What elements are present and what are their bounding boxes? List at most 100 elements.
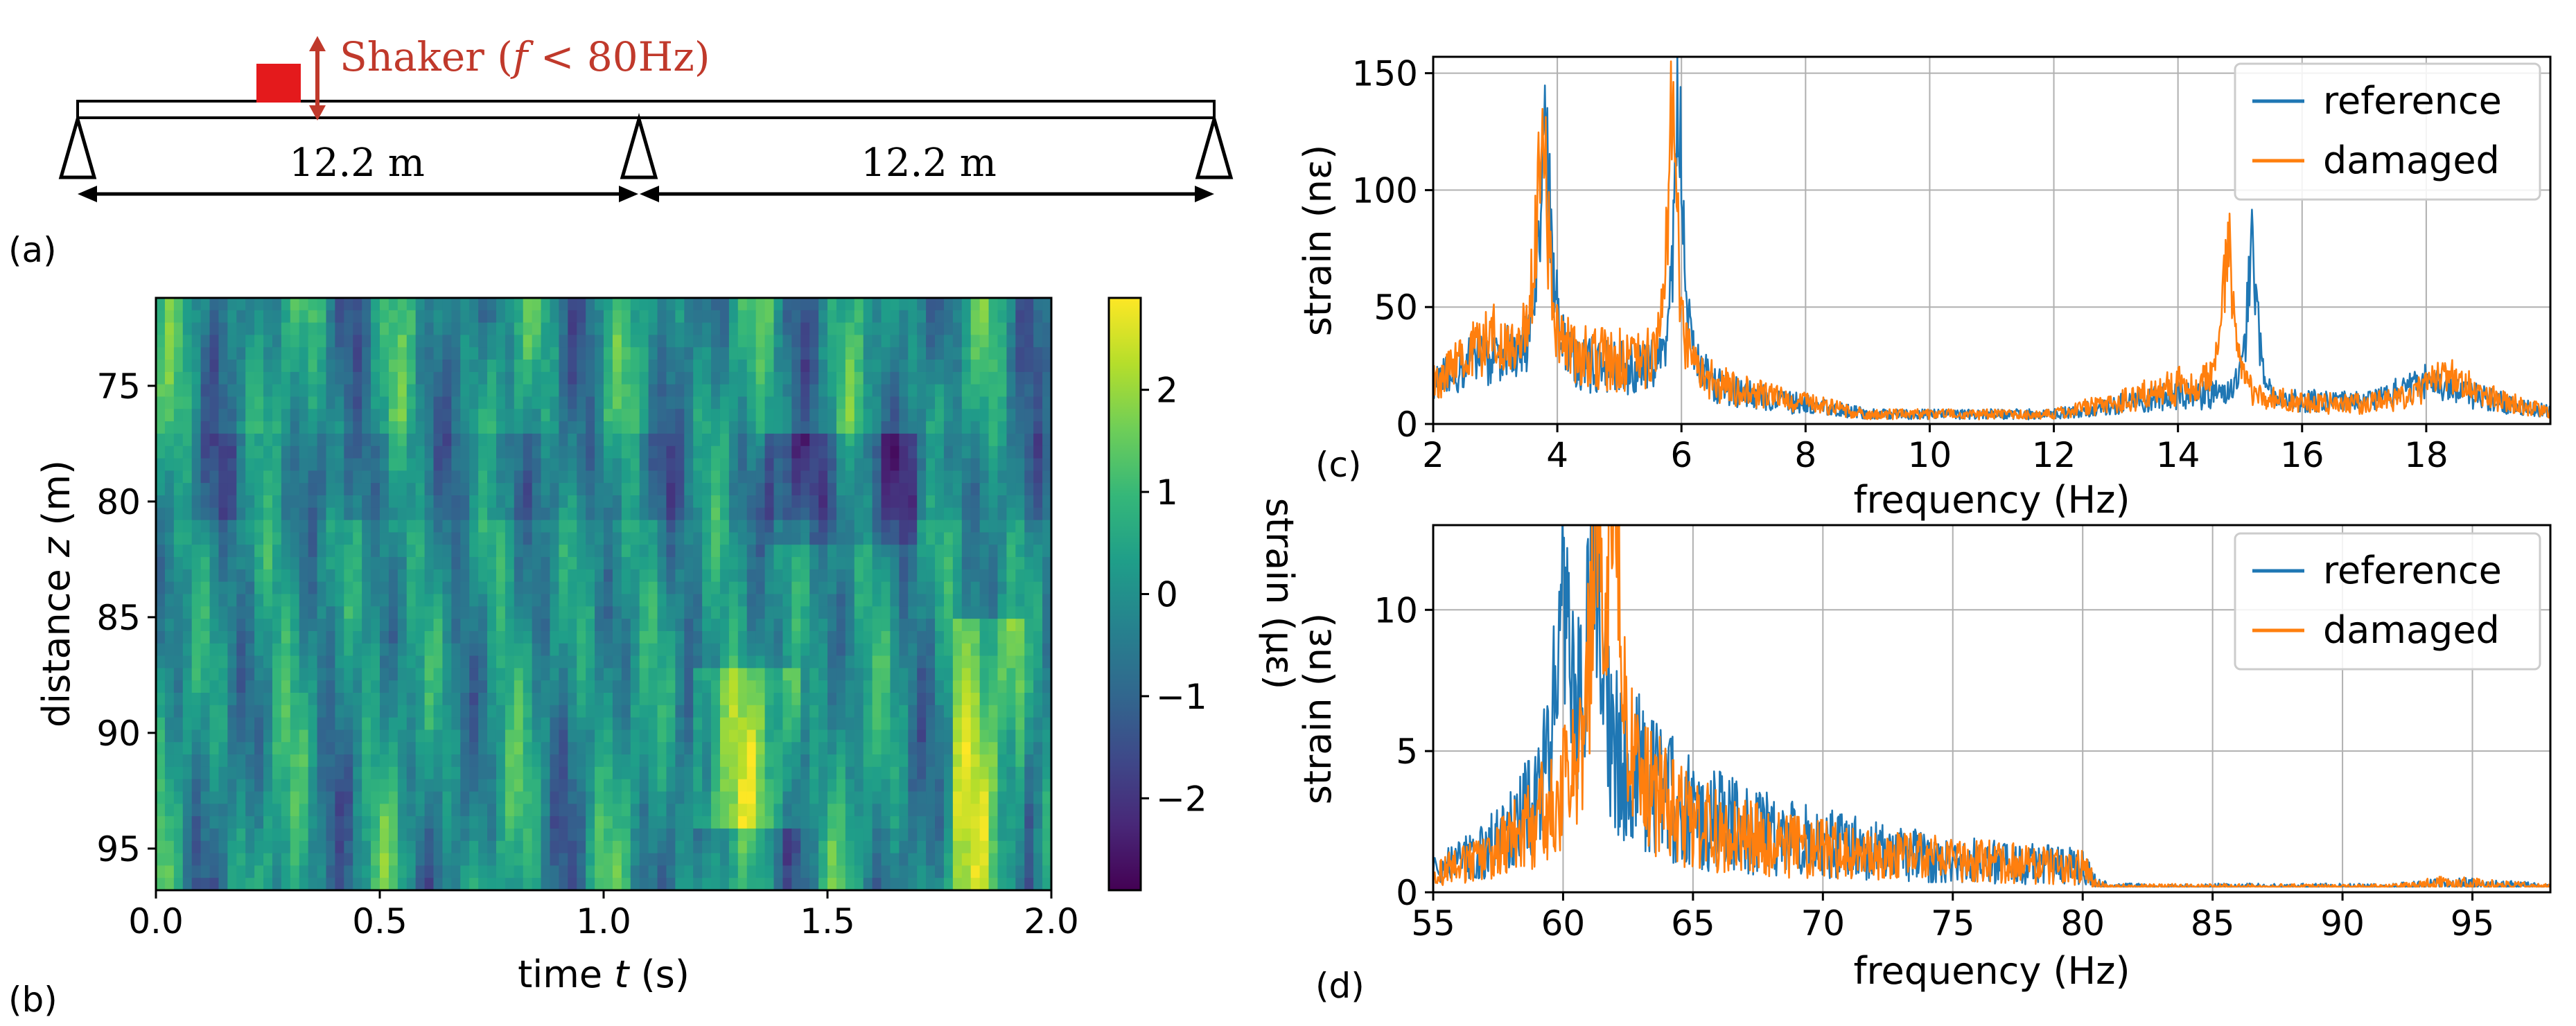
heatmap-cell [317,384,327,398]
heatmap-cell [254,532,264,545]
heatmap-cell [863,347,873,360]
heatmap-cell [550,532,559,545]
heatmap-cell [657,754,667,768]
heatmap-cell [845,581,855,595]
heatmap-cell [559,569,568,583]
heatmap-cell [845,766,855,780]
heatmap-cell [675,445,685,459]
heatmap-cell [362,360,371,373]
heatmap-cell [254,828,264,842]
heatmap-cell [791,557,801,570]
heatmap-cell [406,643,417,657]
heatmap-cell [943,828,954,842]
heatmap-cell [684,581,694,595]
heatmap-cell [541,680,551,693]
heatmap-cell [200,766,211,780]
heatmap-cell [648,371,658,385]
heatmap-cell [469,310,479,324]
heatmap-cell [988,619,999,632]
heatmap-cell [442,766,452,780]
heatmap-cell [719,371,730,385]
heatmap-cell [415,483,426,496]
heatmap-cell [191,458,202,471]
heatmap-cell [299,680,309,693]
heatmap-cell [371,853,380,866]
heatmap-cell [755,433,766,447]
heatmap-cell [541,458,551,471]
heatmap-cell [917,668,927,681]
heatmap-cell [693,470,703,484]
heatmap-cell [1006,705,1016,718]
heatmap-cell [666,705,676,718]
heatmap-cell [1024,668,1034,681]
heatmap-cell [245,507,255,521]
heatmap-cell [684,532,694,545]
heatmap-cell [899,322,909,336]
heatmap-cell [782,606,792,619]
heatmap-cell [317,298,327,311]
heatmap-cell [460,804,470,817]
heatmap-cell [406,322,417,336]
heatmap-cell [254,655,264,669]
heatmap-cell [764,458,775,471]
heatmap-cell [469,520,479,533]
heatmap-cell [1024,804,1034,817]
heatmap-cell [595,310,604,324]
heatmap-cell [854,705,864,718]
heatmap-cell [1033,655,1043,669]
heatmap-cell [442,729,452,743]
heatmap-cell [943,557,954,570]
heatmap-cell [353,754,362,768]
heatmap-cell [612,619,622,632]
heatmap-cell [612,729,622,743]
heatmap-cell [442,532,452,545]
heatmap-cell [577,520,586,533]
heatmap-cell [218,298,228,311]
heatmap-cell [809,668,819,681]
heatmap-cell [917,643,927,657]
heatmap-cell [675,557,685,570]
heatmap-cell [433,335,444,348]
heatmap-cell [737,705,748,718]
heatmap-cell [496,335,506,348]
heatmap-cell [156,754,166,768]
heatmap-cell [1033,853,1043,866]
heatmap-cell [245,878,255,890]
heatmap-cell [737,754,748,768]
heatmap-cell [586,853,595,866]
heatmap-cell [397,779,408,793]
heatmap-cell [1015,581,1025,595]
heatmap-cell [505,581,515,595]
heatmap-cell [719,630,730,644]
heatmap-cell [263,840,273,854]
heatmap-cell [988,545,999,558]
heatmap-cell [272,507,282,521]
heatmap-cell [156,371,166,385]
heatmap-cell [191,594,202,607]
heatmap-cell [245,371,255,385]
heatmap-cell [263,347,273,360]
heatmap-cell [218,816,228,829]
heatmap-cell [926,816,936,829]
heatmap-cell [881,643,891,657]
heatmap-cell [917,310,927,324]
heatmap-cell [881,445,891,459]
heatmap-cell [639,840,649,854]
heatmap-cell [415,680,426,693]
heatmap-cell [675,470,685,484]
heatmap-cell [245,606,255,619]
heatmap-cell [505,779,515,793]
heatmap-cell [335,335,344,348]
heatmap-cell [353,520,362,533]
heatmap-cell [415,729,426,743]
heatmap-cell [514,643,524,657]
heatmap-cell [451,384,461,398]
heatmap-cell [890,545,900,558]
heatmap-cell [952,507,963,521]
heatmap-cell [469,335,479,348]
heatmap-cell [281,853,291,866]
heatmap-cell [604,335,613,348]
heatmap-cell [621,729,631,743]
heatmap-cell [406,532,417,545]
